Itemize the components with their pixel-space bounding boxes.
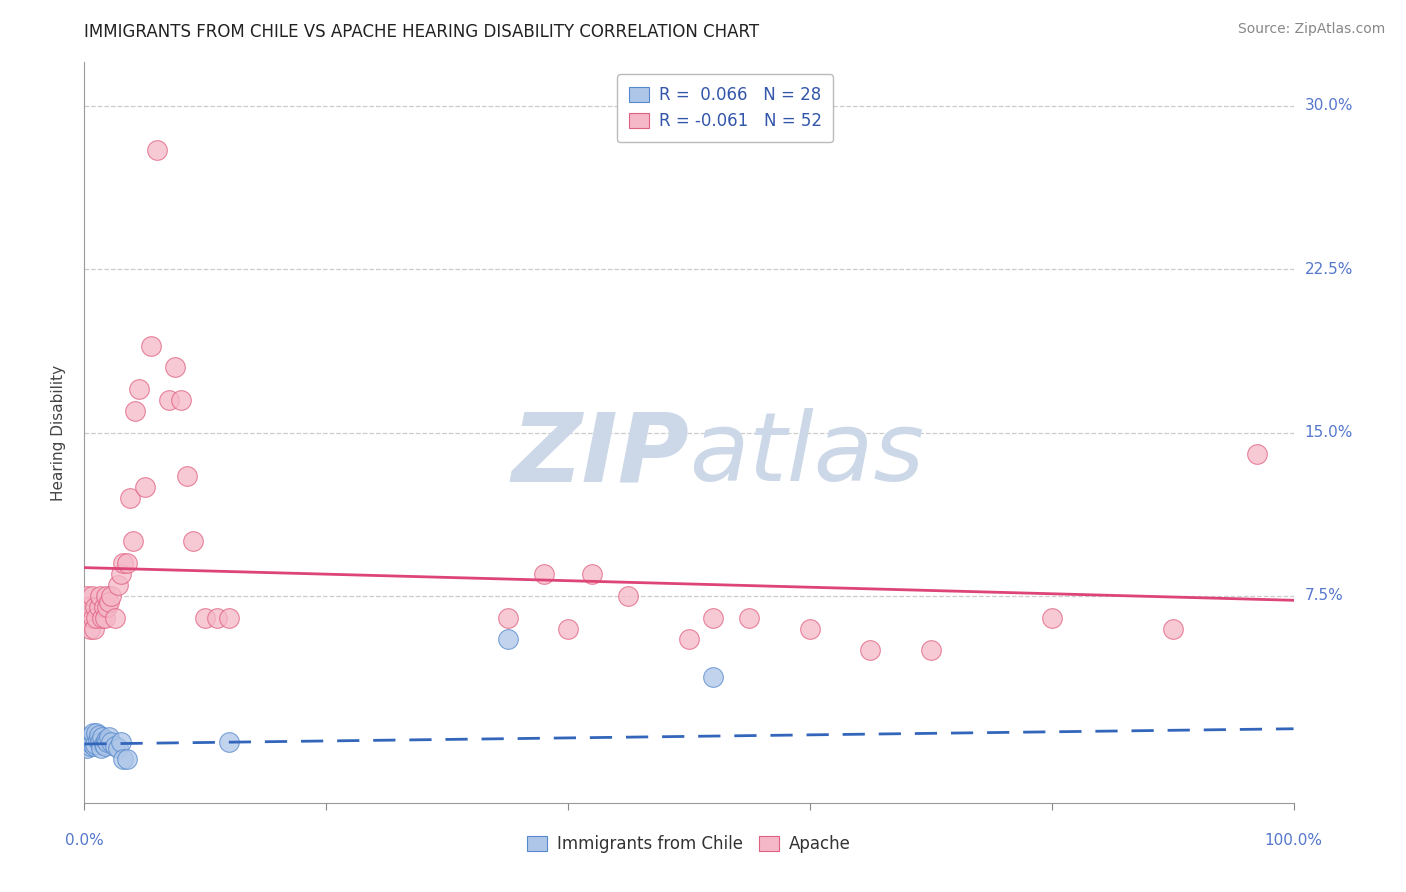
- Point: [83, 739, 105, 754]
- Text: 30.0%: 30.0%: [1305, 98, 1353, 113]
- Point: [1040, 611, 1063, 625]
- Point: [86, 732, 108, 747]
- Text: 7.5%: 7.5%: [1305, 589, 1343, 603]
- Point: [82, 611, 104, 625]
- Point: [100, 735, 122, 749]
- Point: [96, 735, 118, 749]
- Point: [86, 611, 108, 625]
- Point: [107, 741, 129, 756]
- Text: 22.5%: 22.5%: [1305, 262, 1353, 277]
- Point: [77, 731, 100, 745]
- Point: [157, 392, 180, 407]
- Point: [115, 556, 138, 570]
- Point: [87, 599, 110, 614]
- Point: [128, 382, 150, 396]
- Point: [859, 643, 882, 657]
- Point: [112, 752, 135, 766]
- Point: [77, 611, 100, 625]
- Point: [496, 632, 519, 647]
- Point: [194, 611, 217, 625]
- Point: [139, 338, 162, 352]
- Point: [134, 480, 156, 494]
- Point: [799, 622, 821, 636]
- Point: [90, 741, 112, 756]
- Point: [76, 741, 98, 756]
- Point: [79, 622, 101, 636]
- Point: [91, 611, 114, 625]
- Point: [1246, 447, 1268, 461]
- Point: [84, 737, 107, 751]
- Point: [83, 622, 105, 636]
- Point: [77, 735, 100, 749]
- Point: [104, 739, 127, 754]
- Text: Source: ZipAtlas.com: Source: ZipAtlas.com: [1237, 22, 1385, 37]
- Point: [80, 737, 103, 751]
- Point: [96, 599, 118, 614]
- Point: [93, 737, 115, 751]
- Point: [110, 567, 132, 582]
- Point: [115, 752, 138, 766]
- Point: [702, 669, 724, 683]
- Point: [146, 143, 169, 157]
- Point: [76, 589, 98, 603]
- Point: [94, 589, 117, 603]
- Point: [581, 567, 603, 582]
- Point: [77, 599, 100, 614]
- Point: [89, 589, 111, 603]
- Point: [496, 611, 519, 625]
- Text: 100.0%: 100.0%: [1264, 833, 1323, 848]
- Point: [93, 599, 115, 614]
- Point: [84, 599, 107, 614]
- Point: [120, 491, 142, 505]
- Point: [165, 360, 187, 375]
- Point: [86, 726, 108, 740]
- Point: [97, 731, 120, 745]
- Point: [107, 578, 129, 592]
- Point: [181, 534, 204, 549]
- Point: [617, 589, 640, 603]
- Text: ZIP: ZIP: [510, 409, 689, 501]
- Point: [91, 731, 114, 745]
- Point: [80, 589, 103, 603]
- Point: [104, 611, 127, 625]
- Point: [79, 739, 101, 754]
- Point: [738, 611, 761, 625]
- Point: [533, 567, 555, 582]
- Point: [920, 643, 942, 657]
- Legend: Immigrants from Chile, Apache: Immigrants from Chile, Apache: [519, 826, 859, 861]
- Point: [94, 611, 117, 625]
- Point: [1161, 622, 1184, 636]
- Point: [94, 732, 117, 747]
- Point: [110, 735, 132, 749]
- Point: [207, 611, 229, 625]
- Y-axis label: Hearing Disability: Hearing Disability: [51, 365, 66, 500]
- Point: [702, 611, 724, 625]
- Text: atlas: atlas: [689, 409, 924, 501]
- Point: [678, 632, 700, 647]
- Point: [89, 735, 111, 749]
- Point: [557, 622, 579, 636]
- Point: [94, 739, 117, 754]
- Point: [176, 469, 198, 483]
- Point: [121, 534, 143, 549]
- Text: 0.0%: 0.0%: [65, 833, 104, 848]
- Text: IMMIGRANTS FROM CHILE VS APACHE HEARING DISABILITY CORRELATION CHART: IMMIGRANTS FROM CHILE VS APACHE HEARING …: [84, 23, 759, 41]
- Point: [218, 735, 240, 749]
- Point: [100, 589, 122, 603]
- Point: [97, 595, 120, 609]
- Point: [218, 611, 240, 625]
- Point: [87, 728, 110, 742]
- Text: 15.0%: 15.0%: [1305, 425, 1353, 440]
- Point: [170, 392, 193, 407]
- Point: [82, 726, 104, 740]
- Point: [112, 556, 135, 570]
- Point: [124, 404, 146, 418]
